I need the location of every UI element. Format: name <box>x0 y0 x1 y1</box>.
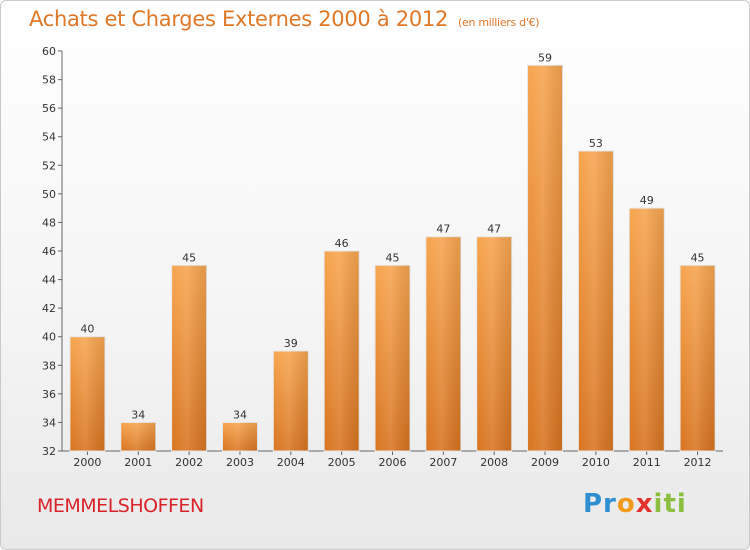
bar-shine-2007 <box>425 236 461 451</box>
y-tick-label: 44 <box>42 274 56 287</box>
bar-shine-2002 <box>171 265 207 451</box>
value-label-2005: 46 <box>335 237 349 250</box>
bar-shine-2004 <box>273 351 309 451</box>
x-tick-label-2011: 2011 <box>633 456 661 469</box>
logo-part-1: Pr <box>583 489 617 519</box>
bar-shine-2009 <box>527 65 563 452</box>
bar-shine-2011 <box>629 208 665 451</box>
value-label-2010: 53 <box>589 137 603 150</box>
bar-shine-2001 <box>120 422 156 451</box>
bar-shine-2012 <box>680 265 716 451</box>
x-tick-label-2005: 2005 <box>328 456 356 469</box>
unit-subtitle: (en milliers d'€) <box>458 16 540 29</box>
bars-group <box>69 64 716 452</box>
y-tick-label: 46 <box>42 245 56 258</box>
proxiti-logo: Proxiti <box>583 489 687 519</box>
x-tick-label-2006: 2006 <box>379 456 407 469</box>
x-tick-label-2000: 2000 <box>73 456 101 469</box>
bar-shine-2003 <box>222 422 258 451</box>
logo-part-3: x <box>635 489 654 519</box>
value-label-2006: 45 <box>386 251 400 264</box>
value-label-2000: 40 <box>80 323 94 336</box>
y-tick-label: 38 <box>42 359 56 372</box>
value-label-2011: 49 <box>640 194 654 207</box>
bar-shine-2006 <box>375 265 410 451</box>
x-tick-label-2007: 2007 <box>429 456 457 469</box>
value-label-2002: 45 <box>182 251 196 264</box>
value-label-2008: 47 <box>487 223 501 236</box>
y-tick-label: 48 <box>42 216 56 229</box>
value-label-2003: 34 <box>233 408 247 421</box>
bar-shine-2000 <box>69 336 105 451</box>
y-tick-label: 60 <box>42 45 56 58</box>
value-labels-group: 40 34 45 34 39 46 45 47 47 59 53 49 45 <box>80 51 704 421</box>
y-tick-label: 52 <box>42 159 56 172</box>
y-tick-label: 42 <box>42 302 56 315</box>
logo-part-4: iti <box>653 489 687 519</box>
x-tick-label-2001: 2001 <box>124 456 152 469</box>
value-label-2007: 47 <box>436 223 450 236</box>
bar-shine-2005 <box>324 251 360 451</box>
x-tick-label-2008: 2008 <box>480 456 508 469</box>
y-tick-label: 40 <box>42 331 56 344</box>
value-label-2012: 45 <box>691 251 705 264</box>
x-tick-label-2012: 2012 <box>684 456 712 469</box>
city-name: MEMMELSHOFFEN <box>37 495 204 517</box>
y-tick-label: 56 <box>42 102 56 115</box>
y-tick-label: 50 <box>42 188 56 201</box>
x-tick-label-2003: 2003 <box>226 456 254 469</box>
chart-title: Achats et Charges Externes 2000 à 2012 (e… <box>29 7 540 31</box>
x-tick-label-2009: 2009 <box>531 456 559 469</box>
value-label-2009: 59 <box>538 51 552 64</box>
value-label-2004: 39 <box>284 337 298 350</box>
axes: 32 34 36 38 40 42 44 46 48 50 52 54 56 58 60 2000 2001 20… <box>42 45 723 469</box>
x-tick-label-2002: 2002 <box>175 456 203 469</box>
y-tick-label: 32 <box>42 445 56 458</box>
x-tick-label-2010: 2010 <box>582 456 610 469</box>
logo-part-2: o <box>616 489 636 519</box>
y-tick-label: 36 <box>42 388 56 401</box>
bar-shine-2010 <box>578 151 614 451</box>
y-tick-label: 34 <box>42 416 56 429</box>
x-tick-label-2004: 2004 <box>277 456 305 469</box>
title-text: Achats et Charges Externes 2000 à 2012 <box>29 7 449 31</box>
value-label-2001: 34 <box>131 408 145 421</box>
y-tick-label: 54 <box>42 131 56 144</box>
y-tick-label: 58 <box>42 74 56 87</box>
bar-shine-2008 <box>476 236 512 451</box>
